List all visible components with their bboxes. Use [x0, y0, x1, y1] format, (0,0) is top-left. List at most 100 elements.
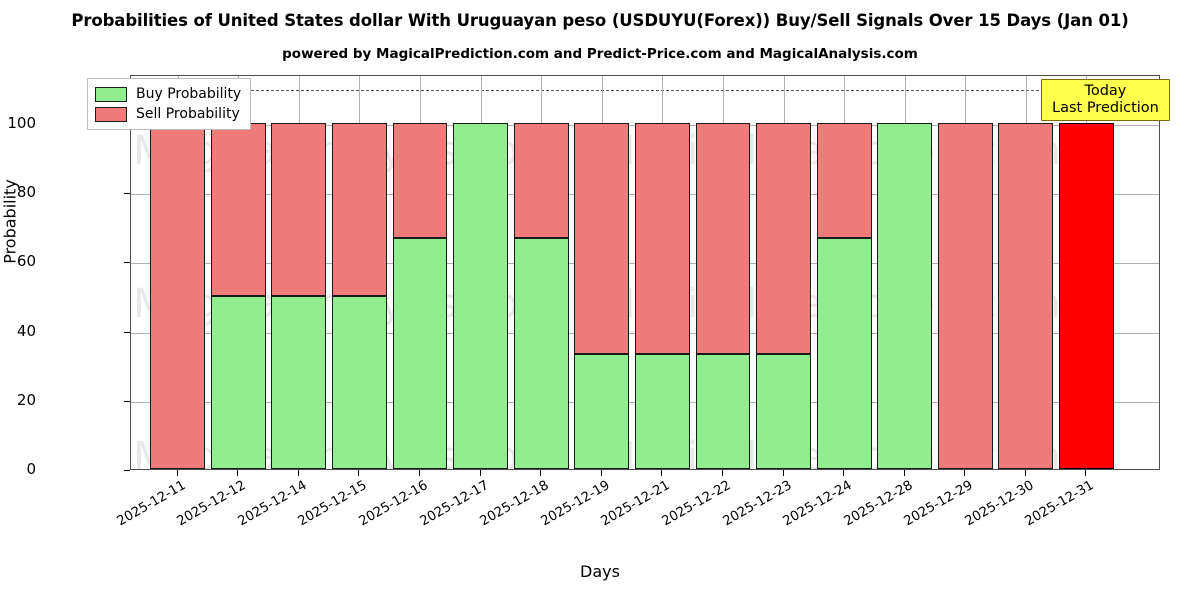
y-tick-label-60: 60: [16, 252, 36, 271]
x-tick-mark-2025-12-30: [1024, 470, 1026, 476]
x-tick-label-2025-12-15: 2025-12-15: [296, 478, 370, 530]
x-tick-label-2025-12-28: 2025-12-28: [841, 478, 916, 530]
today-annotation-line2: Last Prediction: [1052, 99, 1159, 116]
bar-series: [131, 76, 1159, 469]
x-tick-label-2025-12-19: 2025-12-19: [538, 478, 613, 530]
sell-segment: [634, 123, 690, 354]
x-tick-label-2025-12-12: 2025-12-12: [174, 478, 249, 530]
y-tick-label-80: 80: [16, 183, 36, 202]
bar-2025-12-31[interactable]: [1059, 123, 1114, 469]
x-tick-label-2025-12-22: 2025-12-22: [659, 478, 734, 530]
y-tick-label-40: 40: [16, 321, 36, 340]
x-tick-mark-2025-12-14: [297, 470, 299, 476]
x-tick-label-2025-12-14: 2025-12-14: [235, 478, 310, 530]
x-tick-label-2025-12-30: 2025-12-30: [962, 478, 1037, 530]
x-tick-mark-2025-12-15: [358, 470, 360, 476]
x-tick-label-2025-12-11: 2025-12-11: [114, 478, 189, 530]
bar-2025-12-18[interactable]: [513, 123, 569, 469]
sell-segment: [150, 123, 206, 469]
bar-2025-12-28[interactable]: [877, 123, 933, 469]
bar-2025-12-21[interactable]: [634, 123, 690, 469]
y-tick-label-100: 100: [7, 114, 36, 132]
buy-segment: [392, 238, 448, 469]
plot-area: MagicalAnalysis.comMagicalPrediction.com…: [130, 75, 1160, 470]
bar-2025-12-24[interactable]: [816, 123, 872, 469]
buy-segment: [453, 123, 508, 469]
buy-segment: [816, 238, 872, 469]
bar-2025-12-17[interactable]: [453, 123, 508, 469]
y-tick-mark-80: [124, 193, 130, 195]
x-tick-mark-2025-12-21: [661, 470, 663, 476]
legend-label-sell: Sell Probability: [136, 106, 240, 122]
legend-item-buy: Buy Probability: [95, 84, 241, 104]
y-axis-label: Probability: [0, 179, 20, 264]
x-tick-mark-2025-12-23: [782, 470, 784, 476]
bar-2025-12-19[interactable]: [574, 123, 630, 469]
sell-swatch-icon: [95, 106, 127, 122]
sell-segment: [816, 123, 872, 239]
bar-2025-12-22[interactable]: [695, 123, 751, 469]
sell-segment: [392, 123, 448, 239]
x-tick-mark-2025-12-16: [419, 470, 420, 476]
y-tick-mark-20: [124, 400, 130, 402]
y-tick-mark-0: [124, 470, 130, 471]
buy-segment: [634, 353, 690, 469]
sell-segment: [695, 123, 751, 354]
x-tick-label-2025-12-29: 2025-12-29: [901, 478, 976, 530]
sell-segment: [332, 123, 387, 296]
buy-segment: [271, 296, 327, 469]
y-tick-label-0: 0: [26, 460, 36, 478]
x-axis-label: Days: [580, 562, 620, 581]
sell-segment: [756, 123, 811, 354]
sell-segment: [574, 123, 630, 354]
buy-segment: [756, 353, 811, 469]
sell-segment: [513, 123, 569, 239]
sell-segment: [210, 123, 266, 296]
x-tick-mark-2025-12-11: [176, 470, 178, 476]
today-annotation-line1: Today: [1084, 83, 1127, 99]
today-bar-segment: [1059, 123, 1114, 469]
buy-segment: [210, 296, 266, 469]
x-tick-label-2025-12-23: 2025-12-23: [720, 478, 795, 530]
y-tick-mark-60: [124, 262, 130, 264]
sell-segment: [937, 123, 993, 469]
x-tick-mark-2025-12-28: [903, 470, 905, 476]
buy-segment: [877, 123, 933, 469]
bar-2025-12-11[interactable]: [150, 123, 206, 469]
x-tick-label-2025-12-18: 2025-12-18: [477, 478, 552, 530]
x-tick-mark-2025-12-22: [721, 470, 723, 476]
x-tick-mark-2025-12-19: [600, 470, 602, 476]
sell-segment: [998, 123, 1054, 469]
page-title: Probabilities of United States dollar Wi…: [71, 11, 1129, 30]
x-tick-mark-2025-12-17: [479, 470, 481, 476]
today-annotation: Today Last Prediction: [1041, 79, 1170, 122]
x-tick-mark-2025-12-29: [964, 470, 966, 476]
bar-2025-12-15[interactable]: [332, 123, 387, 469]
chart-subtitle: powered by MagicalPrediction.com and Pre…: [282, 46, 918, 62]
x-tick-mark-2025-12-12: [237, 470, 239, 476]
chart-legend: Buy Probability Sell Probability: [87, 78, 252, 130]
x-tick-mark-2025-12-31: [1085, 470, 1087, 476]
x-tick-mark-2025-12-18: [540, 470, 542, 476]
x-tick-label-2025-12-31: 2025-12-31: [1023, 478, 1097, 530]
y-tick-label-20: 20: [16, 390, 36, 409]
bar-2025-12-23[interactable]: [756, 123, 811, 469]
x-tick-label-2025-12-24: 2025-12-24: [780, 478, 855, 530]
bar-2025-12-12[interactable]: [210, 123, 266, 469]
bar-2025-12-14[interactable]: [271, 123, 327, 469]
y-tick-mark-40: [124, 331, 130, 333]
x-tick-label-2025-12-17: 2025-12-17: [417, 478, 492, 530]
buy-swatch-icon: [95, 86, 127, 102]
bar-2025-12-29[interactable]: [937, 123, 993, 469]
sell-segment: [271, 123, 327, 296]
buy-segment: [332, 296, 387, 469]
buy-segment: [513, 238, 569, 469]
bar-2025-12-16[interactable]: [392, 123, 448, 469]
legend-item-sell: Sell Probability: [95, 104, 241, 124]
bar-2025-12-30[interactable]: [998, 123, 1054, 469]
reference-line: [131, 90, 1159, 92]
x-tick-label-2025-12-21: 2025-12-21: [598, 478, 673, 530]
x-tick-label-2025-12-16: 2025-12-16: [356, 478, 431, 530]
legend-label-buy: Buy Probability: [136, 86, 242, 102]
